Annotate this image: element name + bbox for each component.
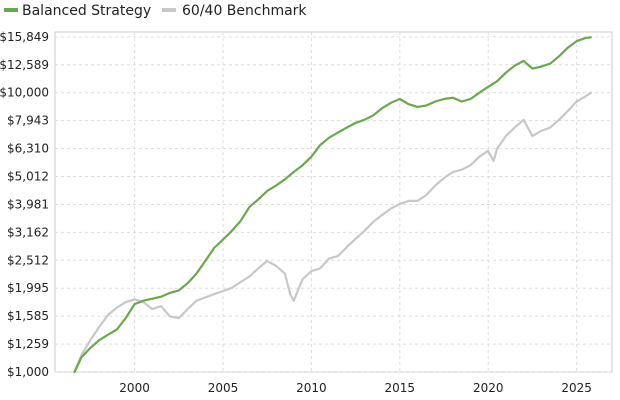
plot-area: $1,000 $1,259 $1,585 $1,995 $2,512 $3,162 $3,9… — [0, 30, 613, 395]
y-tick-label: $7,943 — [7, 114, 49, 128]
plot-frame — [54, 31, 613, 373]
y-tick-label: $1,259 — [7, 337, 49, 351]
y-tick-label: $15,849 — [0, 30, 49, 44]
y-tick-label: $3,162 — [7, 225, 49, 239]
series-line-balanced-strategy — [73, 36, 592, 374]
series-line-60-40-benchmark — [73, 91, 592, 374]
x-tick-label: 2005 — [208, 381, 239, 395]
y-tick-label: $2,512 — [7, 253, 49, 267]
legend: Balanced Strategy 60/40 Benchmark — [4, 3, 307, 19]
x-tick-label: 2000 — [119, 381, 150, 395]
x-tick-label: 2020 — [473, 381, 504, 395]
legend-label-balanced-strategy: Balanced Strategy — [22, 3, 151, 19]
y-tick-label: $6,310 — [7, 142, 49, 156]
legend-item-benchmark[interactable]: 60/40 Benchmark — [162, 3, 307, 19]
x-tick-label: 2025 — [561, 381, 592, 395]
legend-item-balanced-strategy[interactable]: Balanced Strategy — [4, 3, 151, 19]
y-tick-label: $1,995 — [7, 281, 49, 295]
y-tick-label: $1,585 — [7, 309, 49, 323]
x-tick-label: 2015 — [385, 381, 416, 395]
y-tick-label: $12,589 — [0, 58, 49, 72]
x-tick-label: 2010 — [296, 381, 327, 395]
y-tick-label: $3,981 — [7, 197, 49, 211]
y-tick-label: $1,000 — [7, 365, 49, 379]
y-tick-label: $5,012 — [7, 170, 49, 184]
legend-label-benchmark: 60/40 Benchmark — [182, 3, 307, 19]
y-tick-label: $10,000 — [0, 86, 49, 100]
